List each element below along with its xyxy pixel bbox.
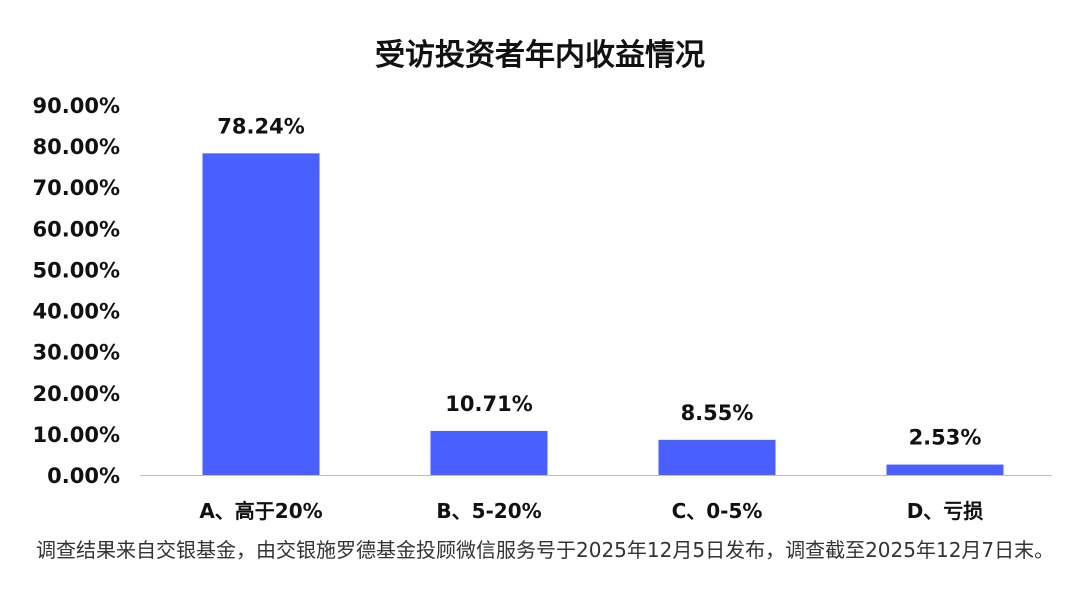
data-label: 8.55% [681, 401, 754, 425]
x-tick-label: C、0-5% [672, 499, 763, 523]
y-tick-label: 60.00% [33, 217, 120, 241]
data-label: 10.71% [445, 392, 532, 416]
bar [202, 153, 320, 475]
bar [430, 430, 548, 475]
x-tick-label: A、高于20% [199, 499, 322, 523]
data-label: 78.24% [217, 114, 304, 138]
y-tick-label: 90.00% [33, 94, 120, 118]
y-tick-label: 20.00% [33, 382, 120, 406]
y-tick-label: 50.00% [33, 258, 120, 282]
x-tick-label: D、亏损 [907, 499, 984, 523]
data-label: 2.53% [909, 426, 982, 450]
y-tick-label: 70.00% [33, 176, 120, 200]
y-tick-label: 40.00% [33, 300, 120, 324]
y-tick-label: 30.00% [33, 341, 120, 365]
y-tick-label: 0.00% [47, 464, 120, 488]
chart-title: 受访投资者年内收益情况 [375, 38, 705, 73]
bar [658, 439, 776, 475]
footnote: 调查结果来自交银基金，由交银施罗德基金投顾微信服务号于2025年12月5日发布，… [36, 538, 1055, 562]
y-tick-label: 10.00% [33, 423, 120, 447]
x-tick-label: B、5-20% [436, 499, 541, 523]
y-tick-label: 80.00% [33, 135, 120, 159]
bar [886, 464, 1004, 475]
